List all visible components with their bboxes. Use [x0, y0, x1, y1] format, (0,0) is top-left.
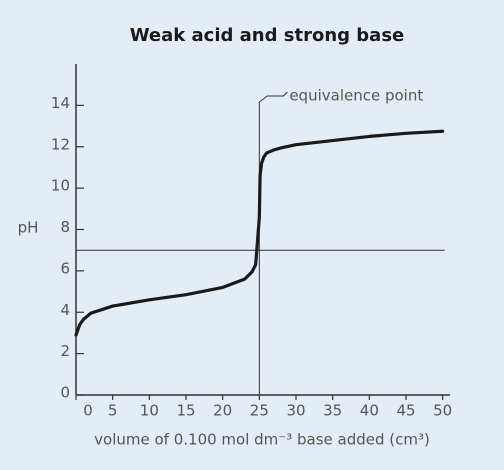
- annotation: equivalence point: [289, 87, 423, 105]
- y-tick-label: 2: [60, 342, 70, 360]
- y-tick-label: 6: [60, 259, 70, 277]
- x-tick-label: 20: [213, 402, 232, 420]
- x-tick-label: 50: [433, 402, 452, 420]
- x-tick-label: 30: [286, 402, 305, 420]
- y-tick-label: 10: [51, 177, 70, 195]
- x-tick-label: 5: [108, 402, 118, 420]
- x-tick-label: 10: [140, 402, 159, 420]
- x-tick-label: 15: [176, 402, 195, 420]
- x-tick-label: 35: [323, 402, 342, 420]
- x-tick-label: 40: [360, 402, 379, 420]
- x-tick-label: 45: [396, 402, 415, 420]
- y-tick-label: 4: [60, 301, 70, 319]
- x-tick-label: 0: [83, 402, 93, 420]
- y-tick-label: 8: [60, 218, 70, 236]
- annotation-leader: [259, 91, 288, 103]
- curve: [74, 129, 445, 337]
- y-tick-label: 0: [60, 384, 70, 402]
- x-axis-label: volume of 0.100 mol dm⁻³ base added (cm³…: [94, 431, 430, 449]
- chart-title: Weak acid and strong base: [130, 25, 405, 46]
- y-tick-label: 14: [51, 94, 70, 112]
- y-axis-label: pH: [18, 219, 39, 237]
- x-tick-label: 25: [250, 402, 269, 420]
- y-tick-label: 12: [51, 135, 70, 153]
